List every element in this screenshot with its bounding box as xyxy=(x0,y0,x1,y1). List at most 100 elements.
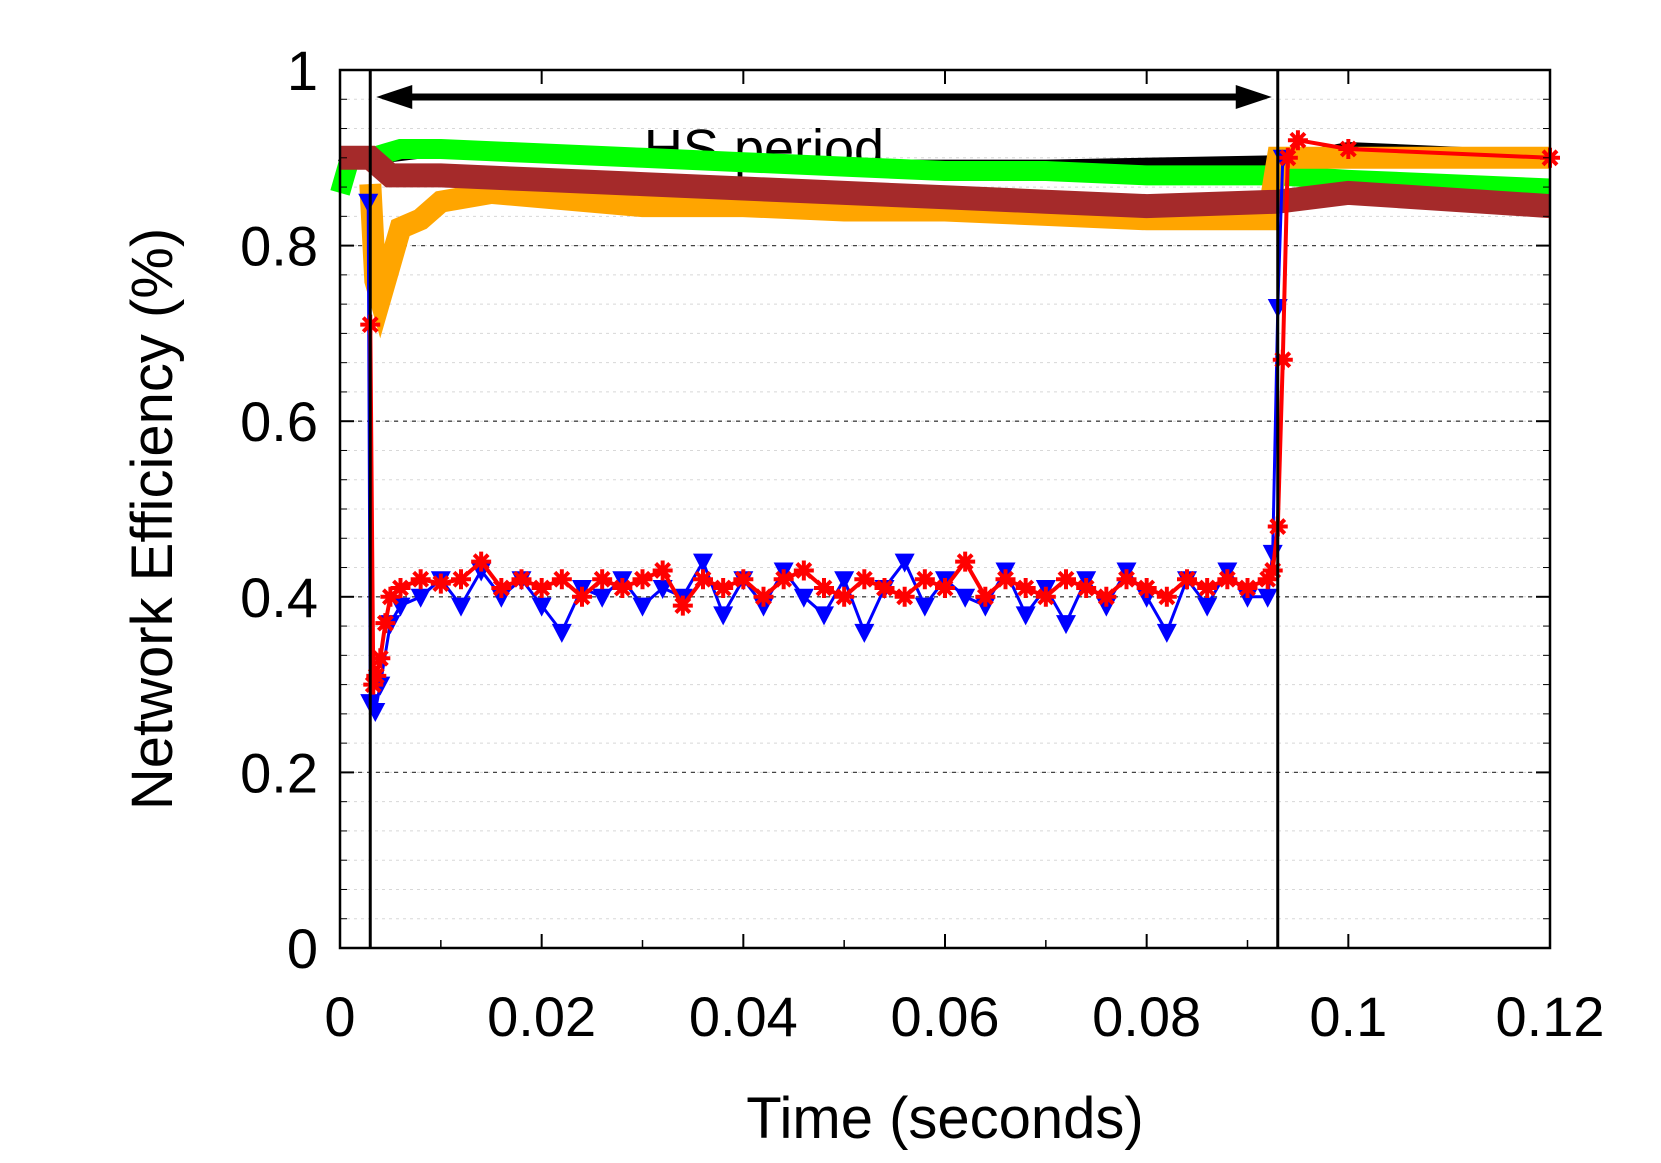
data-point xyxy=(1338,139,1359,160)
data-point xyxy=(1096,586,1117,607)
hs-period-arrow-head-left xyxy=(376,85,413,109)
data-point xyxy=(1287,130,1308,151)
data-point xyxy=(955,588,976,608)
y-tick-label: 0.2 xyxy=(240,741,318,804)
data-point xyxy=(1056,569,1076,590)
series-layer xyxy=(330,130,1560,722)
data-point xyxy=(1136,578,1157,599)
data-point xyxy=(491,578,512,599)
data-point xyxy=(632,597,653,617)
series-line xyxy=(359,146,1550,339)
y-tick-label: 0 xyxy=(287,917,318,980)
data-point xyxy=(531,578,552,599)
series-line xyxy=(330,139,1551,199)
x-tick-label: 0 xyxy=(324,985,355,1048)
data-point xyxy=(1177,569,1197,590)
data-point xyxy=(652,580,673,600)
data-point xyxy=(1076,578,1097,599)
data-point xyxy=(773,569,794,590)
y-tick-label: 0.8 xyxy=(240,215,318,278)
data-point xyxy=(693,553,713,573)
data-point xyxy=(814,578,834,599)
data-point xyxy=(511,569,532,590)
data-point xyxy=(975,586,996,607)
x-tick-label: 0.12 xyxy=(1496,985,1605,1048)
data-point xyxy=(1262,560,1283,581)
data-point xyxy=(955,551,976,572)
data-point xyxy=(1197,578,1218,599)
data-point xyxy=(753,586,774,607)
data-point xyxy=(572,586,592,607)
x-tick-label: 0.02 xyxy=(487,985,596,1048)
x-tick-label: 0.08 xyxy=(1092,985,1201,1048)
data-point xyxy=(1277,147,1298,168)
x-tick-label: 0.04 xyxy=(689,985,798,1048)
data-point xyxy=(793,588,814,608)
data-point xyxy=(1035,586,1056,607)
data-point xyxy=(1237,578,1258,599)
data-point xyxy=(410,569,431,590)
data-point xyxy=(365,702,386,722)
y-tick-label: 1 xyxy=(287,39,318,102)
x-tick-label: 0.06 xyxy=(891,985,1000,1048)
x-tick-label: 0.1 xyxy=(1309,985,1387,1048)
data-point xyxy=(995,569,1016,590)
data-point xyxy=(1116,569,1137,590)
data-point xyxy=(672,595,693,616)
y-axis-title: Network Efficiency (%) xyxy=(120,228,185,810)
data-point xyxy=(914,597,935,617)
series-1 xyxy=(330,139,1551,199)
data-point xyxy=(380,586,401,607)
data-point xyxy=(1156,586,1177,607)
data-point xyxy=(410,588,431,608)
data-point xyxy=(693,569,713,590)
data-point xyxy=(430,573,451,594)
data-point xyxy=(451,569,471,590)
data-point xyxy=(358,193,379,213)
data-point xyxy=(854,623,875,643)
data-point xyxy=(370,648,391,669)
data-point xyxy=(1257,588,1278,608)
series-3 xyxy=(340,145,1551,219)
data-point xyxy=(592,588,613,608)
data-point xyxy=(375,613,396,634)
data-point xyxy=(592,569,613,590)
data-point xyxy=(451,597,471,617)
data-point xyxy=(531,597,552,617)
data-point xyxy=(551,623,572,643)
data-point xyxy=(1217,569,1238,590)
data-point xyxy=(894,586,915,607)
data-point xyxy=(914,569,935,590)
data-point xyxy=(834,586,855,607)
data-point xyxy=(551,569,572,590)
y-tick-label: 0.6 xyxy=(240,390,318,453)
data-point xyxy=(814,606,834,626)
y-tick-label: 0.4 xyxy=(240,566,318,629)
data-point xyxy=(874,578,895,599)
data-point xyxy=(713,578,734,599)
data-point xyxy=(894,553,915,573)
data-point xyxy=(1056,615,1076,635)
data-point xyxy=(733,569,754,590)
data-point xyxy=(935,578,955,599)
data-point xyxy=(1015,606,1036,626)
data-point xyxy=(1272,349,1293,370)
axis-ticks: 0 0.02 0.04 0.06 0.08 0.1 0.12 0 0.2 0.4 0.6 0.8 1 xyxy=(240,39,1604,1048)
data-point xyxy=(793,560,814,581)
data-point xyxy=(632,569,653,590)
data-point xyxy=(1197,597,1218,617)
data-point xyxy=(471,551,492,572)
data-point xyxy=(1015,578,1036,599)
data-point xyxy=(713,606,734,626)
series-line xyxy=(340,145,1551,219)
data-point xyxy=(363,674,384,695)
data-point xyxy=(366,665,387,686)
x-axis-title: Time (seconds) xyxy=(746,1086,1144,1151)
data-point xyxy=(652,560,673,581)
hs-period-arrow-head-right xyxy=(1235,85,1272,109)
data-point xyxy=(854,569,875,590)
data-point xyxy=(1257,569,1278,590)
series-line xyxy=(366,157,1285,716)
data-point xyxy=(390,578,411,599)
